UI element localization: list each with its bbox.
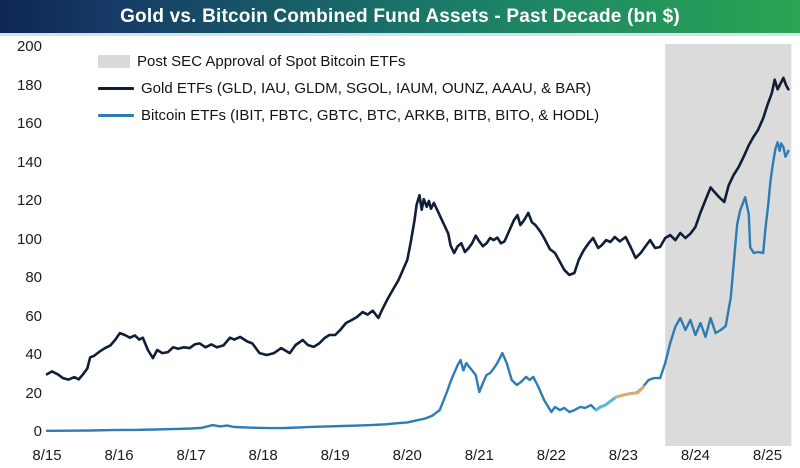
y-tick-label: 20 <box>25 384 42 402</box>
y-tick-label: 120 <box>16 192 42 209</box>
legend-item-bitcoin: Bitcoin ETFs (IBIT, FBTC, GBTC, BTC, ARK… <box>98 106 599 125</box>
y-tick-label: 60 <box>25 307 42 325</box>
x-tick-label: 8/18 <box>248 447 278 464</box>
y-tick-label: 180 <box>16 76 42 94</box>
x-tick-label: 8/21 <box>464 447 494 464</box>
legend-label-gold: Gold ETFs (GLD, IAU, GLDM, SGOL, IAUM, O… <box>141 80 592 97</box>
legend-item-gold: Gold ETFs (GLD, IAU, GLDM, SGOL, IAUM, O… <box>98 79 599 98</box>
x-tick-label: 8/25 <box>752 447 783 464</box>
y-tick-label: 140 <box>16 153 42 171</box>
chart-title: Gold vs. Bitcoin Combined Fund Assets - … <box>120 5 680 27</box>
y-tick-label: 80 <box>25 269 42 286</box>
x-tick-label: 8/19 <box>320 447 350 464</box>
x-tick-label: 8/16 <box>104 447 134 464</box>
y-tick-label: 40 <box>25 346 42 363</box>
legend-item-shaded-region: Post SEC Approval of Spot Bitcoin ETFs <box>98 52 599 71</box>
bitcoin-line-swatch <box>98 114 134 117</box>
chart-title-bar: Gold vs. Bitcoin Combined Fund Assets - … <box>0 0 800 36</box>
gold-line-swatch <box>98 87 134 90</box>
gold-etfs-line <box>45 76 790 381</box>
y-tick-label: 0 <box>33 423 42 440</box>
x-tick-label: 8/23 <box>608 447 638 464</box>
x-tick-label: 8/20 <box>392 447 422 464</box>
x-tick-label: 8/15 <box>32 447 62 464</box>
y-tick-label: 160 <box>16 115 42 132</box>
x-tick-label: 8/17 <box>176 447 206 464</box>
bitcoin-etfs-line <box>45 141 790 432</box>
y-tick-label: 100 <box>16 230 42 248</box>
bitcoin-highlight-orange-line <box>614 385 646 399</box>
x-tick-label: 8/24 <box>680 447 711 464</box>
legend-label-shaded-region: Post SEC Approval of Spot Bitcoin ETFs <box>137 53 406 70</box>
legend: Post SEC Approval of Spot Bitcoin ETFs G… <box>98 52 599 125</box>
bitcoin-highlight-cyan-line <box>594 395 618 412</box>
shaded-region-swatch <box>98 55 130 68</box>
post-sec-approval-region <box>665 44 792 446</box>
y-tick-label: 200 <box>16 38 42 55</box>
x-tick-label: 8/22 <box>536 447 566 464</box>
legend-label-bitcoin: Bitcoin ETFs (IBIT, FBTC, GBTC, BTC, ARK… <box>141 107 600 124</box>
